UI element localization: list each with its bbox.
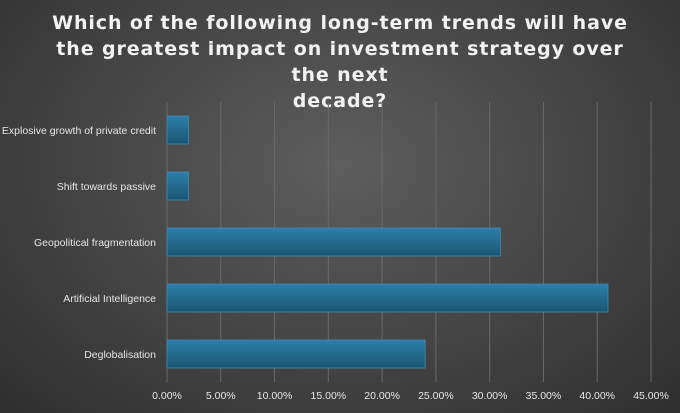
bar-1 <box>166 171 189 201</box>
x-tick-label-1: 5.00% <box>206 390 236 402</box>
x-tick-label-8: 40.00% <box>579 390 615 402</box>
category-label-3: Artificial Intelligence <box>63 293 156 305</box>
x-tick-label-4: 20.00% <box>364 390 400 402</box>
chart-title: Which of the following long-term trends … <box>52 12 628 112</box>
category-labels: Explosive growth of private credit Shift … <box>2 125 156 361</box>
bar-3 <box>166 283 609 313</box>
x-tick-label-5: 25.00% <box>418 390 454 402</box>
x-tick-label-0: 0.00% <box>152 390 182 402</box>
category-label-1: Shift towards passive <box>57 181 156 193</box>
bar-2 <box>166 227 501 257</box>
bar-4 <box>166 339 426 369</box>
x-tick-label-9: 45.00% <box>633 390 669 402</box>
bar-0 <box>166 115 189 145</box>
x-tick-labels: 0.00% 5.00% 10.00% 15.00% 20.00% 25.00% 30.00%… <box>152 390 669 402</box>
x-tick-label-2: 10.00% <box>257 390 293 402</box>
category-label-2: Geopolitical fragmentation <box>34 237 156 249</box>
bars <box>166 115 609 369</box>
category-label-4: Deglobalisation <box>84 349 156 361</box>
category-label-0: Explosive growth of private credit <box>2 125 156 137</box>
x-tick-label-6: 30.00% <box>472 390 508 402</box>
x-tick-label-3: 15.00% <box>311 390 347 402</box>
x-tick-label-7: 35.00% <box>526 390 562 402</box>
